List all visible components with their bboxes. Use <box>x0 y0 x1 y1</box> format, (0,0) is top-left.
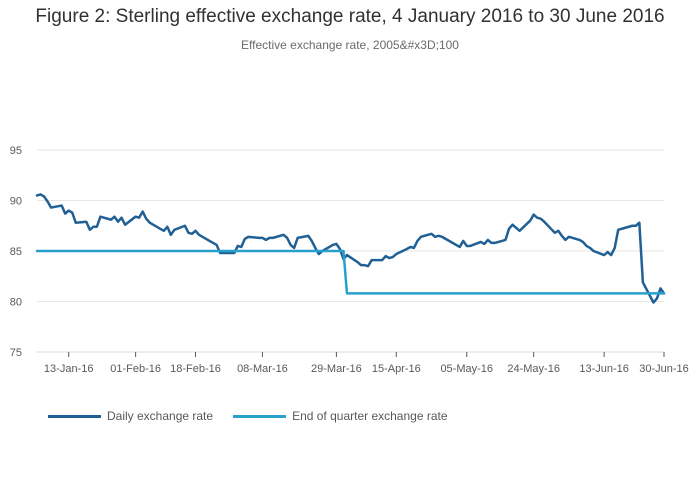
x-tick-label: 05-May-16 <box>440 363 493 375</box>
legend-label-daily: Daily exchange rate <box>107 409 214 423</box>
legend-label-end-of-quarter: End of quarter exchange rate <box>292 409 448 423</box>
end-of-quarter-exchange-rate-line <box>35 249 666 295</box>
x-tick-label: 13-Jun-16 <box>579 363 629 375</box>
legend-swatch-daily <box>48 414 101 418</box>
x-tick-label: 15-Apr-16 <box>372 363 421 375</box>
y-tick-label: 75 <box>10 347 22 359</box>
legend-item-end-of-quarter[interactable]: End of quarter exchange rate <box>233 409 448 423</box>
x-axis-ticks: 13-Jan-16 01-Feb-16 18-Feb-16 08-Mar-16 29-M… <box>44 352 689 375</box>
legend: Daily exchange rate End of quarter excha… <box>48 409 468 423</box>
x-tick-label: 01-Feb-16 <box>110 363 161 375</box>
x-tick-label: 13-Jan-16 <box>44 363 94 375</box>
x-tick-label: 29-Mar-16 <box>311 363 362 375</box>
x-tick-label: 08-Mar-16 <box>237 363 288 375</box>
legend-item-daily[interactable]: Daily exchange rate <box>48 409 213 423</box>
y-tick-label: 80 <box>10 297 22 309</box>
x-tick-label: 30-Jun-16 <box>639 363 689 375</box>
legend-swatch-end-of-quarter <box>233 414 287 418</box>
y-tick-label: 85 <box>10 246 22 258</box>
x-tick-label: 24-May-16 <box>507 363 560 375</box>
x-tick-label: 18-Feb-16 <box>170 363 221 375</box>
chart-title: Figure 2: Sterling effective exchange ra… <box>35 6 665 27</box>
y-tick-label: 90 <box>10 196 22 208</box>
y-axis-ticks: 75 80 85 90 95 <box>10 145 22 359</box>
y-tick-label: 95 <box>10 145 22 157</box>
chart-subtitle: Effective exchange rate, 2005&#x3D;100 <box>241 38 459 52</box>
daily-exchange-rate-line <box>35 193 666 304</box>
series-lines <box>35 193 666 304</box>
